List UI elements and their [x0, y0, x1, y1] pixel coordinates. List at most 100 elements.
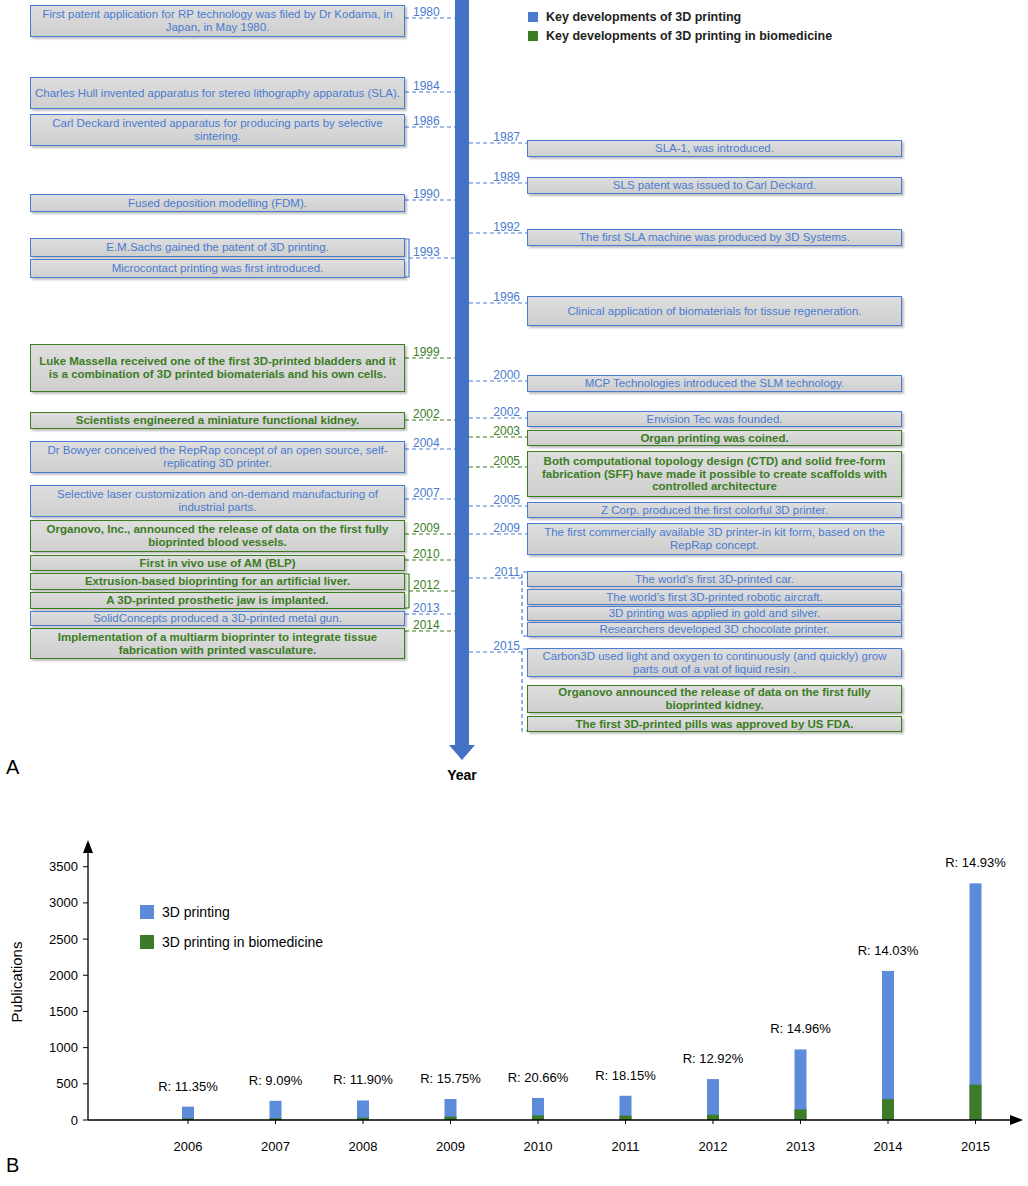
y-tick	[83, 1120, 88, 1121]
legend-label: Key developments of 3D printing in biome…	[546, 29, 832, 43]
y-tick	[83, 939, 88, 940]
year-label: 1989	[493, 170, 520, 184]
ratio-annotation: R: 14.93%	[945, 855, 1006, 870]
page: ABYearKey developments of 3D printingKey…	[0, 0, 1028, 1186]
y-tick	[83, 1011, 88, 1012]
y-tick	[83, 975, 88, 976]
year-label: 2010	[413, 547, 440, 561]
x-tick	[450, 1120, 451, 1124]
event-box: Scientists engineered a miniature functi…	[30, 412, 405, 429]
year-label: 2007	[413, 486, 440, 500]
year-label: 1999	[413, 345, 440, 359]
legend-swatch	[528, 31, 538, 41]
x-tick	[800, 1120, 801, 1124]
y-tick-label: 3500	[49, 859, 78, 874]
ratio-annotation: R: 20.66%	[508, 1070, 569, 1085]
bar	[270, 1101, 282, 1120]
y-tick-label: 3000	[49, 895, 78, 910]
event-box: Implementation of a multiarm bioprinter …	[30, 628, 405, 659]
event-box: First patent application for RP technolo…	[30, 5, 405, 37]
event-box: Organovo announced the release of data o…	[527, 685, 902, 713]
x-tick	[888, 1120, 889, 1124]
event-box: Selective laser customization and on-dem…	[30, 485, 405, 517]
bar	[970, 883, 982, 1120]
event-box: 3D printing was applied in gold and silv…	[527, 606, 902, 621]
y-tick-label: 500	[56, 1076, 78, 1091]
x-tick-label: 2010	[524, 1139, 553, 1154]
x-axis	[88, 1119, 1018, 1120]
y-tick-label: 2500	[49, 932, 78, 947]
event-box: Researchers developed 3D chocolate print…	[527, 622, 902, 637]
event-box: A 3D-printed prosthetic jaw is implanted…	[30, 592, 405, 609]
year-label: 1986	[413, 114, 440, 128]
year-label: 2011	[494, 565, 520, 579]
group-bracket	[405, 239, 409, 277]
event-box: Charles Hull invented apparatus for ster…	[30, 77, 405, 109]
axis-label: Year	[447, 767, 477, 783]
group-bracket	[405, 574, 409, 608]
y-tick-label: 1000	[49, 1040, 78, 1055]
bar	[795, 1109, 807, 1120]
y-tick	[83, 866, 88, 867]
year-label: 1987	[493, 130, 520, 144]
year-label: 1990	[413, 187, 440, 201]
bars	[182, 883, 982, 1120]
x-tick	[538, 1120, 539, 1124]
x-tick-label: 2013	[786, 1139, 815, 1154]
legend-label: 3D printing in biomedicine	[162, 934, 323, 950]
event-box: The world’s first 3D-printed robotic air…	[527, 589, 902, 605]
event-box: Extrusion-based bioprinting for an artif…	[30, 573, 405, 590]
event-box: Luke Massella received one of the first …	[30, 344, 405, 392]
y-tick	[83, 902, 88, 903]
ratio-annotation: R: 15.75%	[420, 1071, 481, 1086]
x-tick-label: 2014	[874, 1139, 903, 1154]
event-box: MCP Technologies introduced the SLM tech…	[527, 375, 902, 392]
year-label: 1984	[413, 79, 440, 93]
panel-label: A	[6, 756, 20, 778]
year-label: 2015	[493, 639, 520, 653]
year-label: 2005	[493, 493, 520, 507]
ratio-annotation: R: 14.03%	[858, 943, 919, 958]
y-tick	[83, 1083, 88, 1084]
x-tick	[275, 1120, 276, 1124]
y-tick-label: 2000	[49, 968, 78, 983]
x-tick-label: 2009	[436, 1139, 465, 1154]
ratio-annotation: R: 18.15%	[595, 1068, 656, 1083]
x-tick-label: 2007	[261, 1139, 290, 1154]
x-axis-arrow	[1010, 1115, 1023, 1125]
bar	[532, 1115, 544, 1120]
year-label: 1992	[493, 220, 520, 234]
year-label: 2002	[413, 407, 440, 421]
ratio-annotation: R: 14.96%	[770, 1021, 831, 1036]
event-box: Fused deposition modelling (FDM).	[30, 194, 405, 212]
year-label: 2005	[493, 454, 520, 468]
year-label: 2002	[493, 405, 520, 419]
panel-label: B	[6, 1154, 19, 1176]
year-label: 2009	[413, 521, 440, 535]
ratio-annotation: R: 11.90%	[333, 1072, 393, 1087]
legend-swatch	[140, 905, 154, 919]
event-box: Carbon3D used light and oxygen to contin…	[527, 648, 902, 677]
event-box: Microcontact printing was first introduc…	[30, 259, 405, 278]
x-tick	[188, 1120, 189, 1124]
ratio-annotation: R: 9.09%	[249, 1073, 303, 1088]
timeline-arrow	[449, 745, 475, 760]
event-box: SLS patent was issued to Carl Deckard.	[527, 177, 902, 194]
year-label: 1996	[493, 290, 520, 304]
ratio-annotation: R: 11.35%	[158, 1079, 218, 1094]
event-box: Z Corp. produced the first colorful 3D p…	[527, 502, 902, 518]
legend-swatch	[140, 935, 154, 949]
y-axis-label: Publications	[8, 942, 25, 1023]
year-label: 2004	[413, 436, 440, 450]
bar	[620, 1096, 632, 1120]
event-box: Dr Bowyer conceived the RepRap concept o…	[30, 441, 405, 473]
year-label: 2009	[493, 521, 520, 535]
year-label: 1993	[413, 245, 440, 259]
event-box: Both computational topology design (CTD)…	[527, 451, 902, 497]
x-tick	[625, 1120, 626, 1124]
year-label: 2003	[493, 424, 520, 438]
year-label: 2014	[413, 618, 440, 632]
legend-swatch	[528, 12, 538, 22]
event-box: Clinical application of biomaterials for…	[527, 296, 902, 326]
bar	[445, 1099, 457, 1120]
